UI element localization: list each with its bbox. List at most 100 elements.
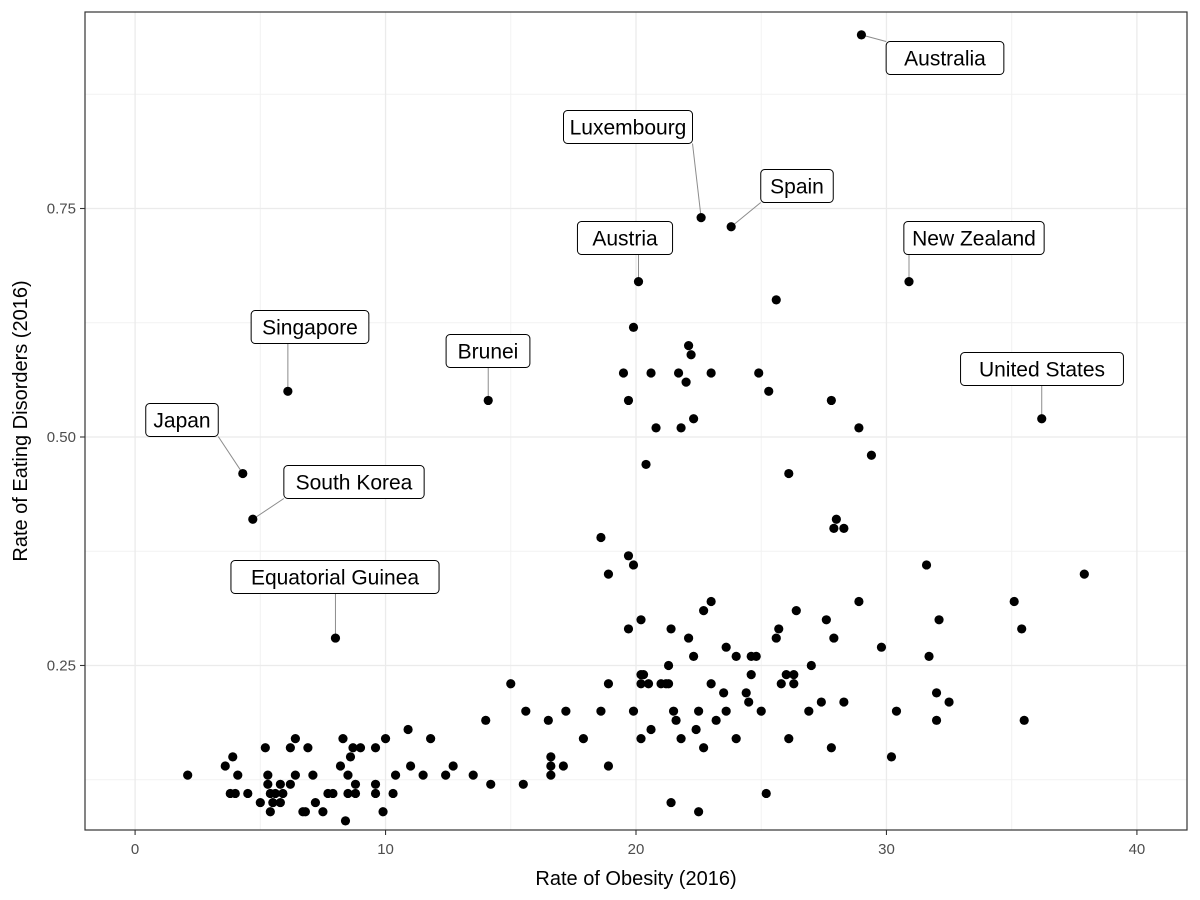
x-tick-label: 20 <box>628 841 645 858</box>
annotation-label-box <box>283 465 425 499</box>
data-point <box>596 706 606 716</box>
data-point <box>831 514 841 524</box>
data-point <box>220 761 230 771</box>
data-point <box>1019 715 1029 725</box>
data-point <box>603 761 614 771</box>
data-point <box>378 807 388 817</box>
data-point <box>506 679 516 689</box>
data-point <box>370 779 381 789</box>
data-point <box>789 670 799 680</box>
data-point <box>318 807 328 817</box>
data-point <box>696 213 706 223</box>
data-point <box>721 642 731 652</box>
data-point <box>238 468 248 479</box>
x-tick-label: 30 <box>878 841 895 858</box>
annotation-leader-line <box>252 498 285 520</box>
data-point <box>668 706 679 716</box>
annotation-label: Australia <box>885 41 1005 75</box>
data-point <box>886 752 897 762</box>
data-point <box>623 624 634 634</box>
data-point <box>1079 569 1089 579</box>
data-point <box>839 523 849 533</box>
data-point <box>676 423 686 433</box>
annotation-label-box <box>885 41 1005 75</box>
data-point <box>233 770 243 780</box>
data-point <box>623 551 634 561</box>
data-point <box>944 697 954 707</box>
data-point <box>681 377 691 387</box>
data-point <box>486 779 496 789</box>
data-point <box>731 734 741 744</box>
annotation-label-box <box>563 110 693 144</box>
data-point <box>350 788 361 799</box>
data-point <box>751 651 761 661</box>
data-point <box>278 788 288 799</box>
data-point <box>694 807 704 817</box>
data-point <box>370 743 381 753</box>
data-point <box>355 743 366 753</box>
annotation-label: Austria <box>576 221 674 255</box>
data-point <box>934 615 944 625</box>
data-point <box>290 734 300 744</box>
data-point <box>641 459 651 470</box>
data-point <box>829 633 839 643</box>
data-point <box>931 715 942 725</box>
data-point <box>518 779 528 789</box>
data-point <box>771 295 781 305</box>
data-point <box>694 706 704 716</box>
data-point <box>546 752 556 762</box>
data-point <box>335 761 346 771</box>
data-point <box>228 752 238 762</box>
data-point <box>303 743 313 753</box>
data-point <box>468 770 478 780</box>
data-point <box>521 706 531 716</box>
data-point <box>673 368 684 378</box>
annotation-label-text: Japan <box>153 410 210 433</box>
data-point <box>924 651 934 661</box>
data-point <box>638 670 649 680</box>
annotation-label-text: Brunei <box>458 341 519 364</box>
data-point <box>426 734 436 744</box>
data-point <box>483 395 493 406</box>
y-tick-label: 0.50 <box>47 429 76 446</box>
data-point <box>285 779 295 789</box>
data-point <box>689 651 699 661</box>
data-point <box>643 679 654 689</box>
data-point <box>1017 624 1027 634</box>
data-point <box>1037 414 1047 424</box>
data-point <box>904 277 914 287</box>
data-point <box>380 734 391 744</box>
data-point <box>691 724 701 735</box>
data-point <box>268 797 278 808</box>
data-point <box>646 724 656 735</box>
annotation-label: Equatorial Guinea <box>230 560 440 594</box>
annotation-label-text: Spain <box>770 176 824 199</box>
data-point <box>856 30 867 40</box>
data-point <box>706 368 716 378</box>
y-tick-label: 0.75 <box>47 201 76 218</box>
data-point <box>183 770 193 780</box>
data-point <box>441 770 451 780</box>
data-point <box>343 770 353 780</box>
data-point <box>285 743 295 753</box>
data-points <box>183 30 1089 826</box>
data-point <box>290 770 300 780</box>
annotation-leaders <box>217 34 1043 639</box>
data-point <box>683 633 694 643</box>
data-point <box>826 395 836 406</box>
annotation-leader-line <box>730 202 762 228</box>
data-point <box>706 679 716 689</box>
data-point <box>628 322 639 332</box>
data-point <box>764 386 774 396</box>
data-point <box>388 788 398 799</box>
annotation-label-text: South Korea <box>296 472 413 495</box>
annotation-label: Japan <box>145 403 219 437</box>
data-point <box>275 779 285 789</box>
annotation-label-text: Singapore <box>262 317 358 340</box>
data-point <box>636 615 646 625</box>
data-point <box>646 368 656 378</box>
data-point <box>761 788 771 799</box>
data-point <box>283 386 293 396</box>
